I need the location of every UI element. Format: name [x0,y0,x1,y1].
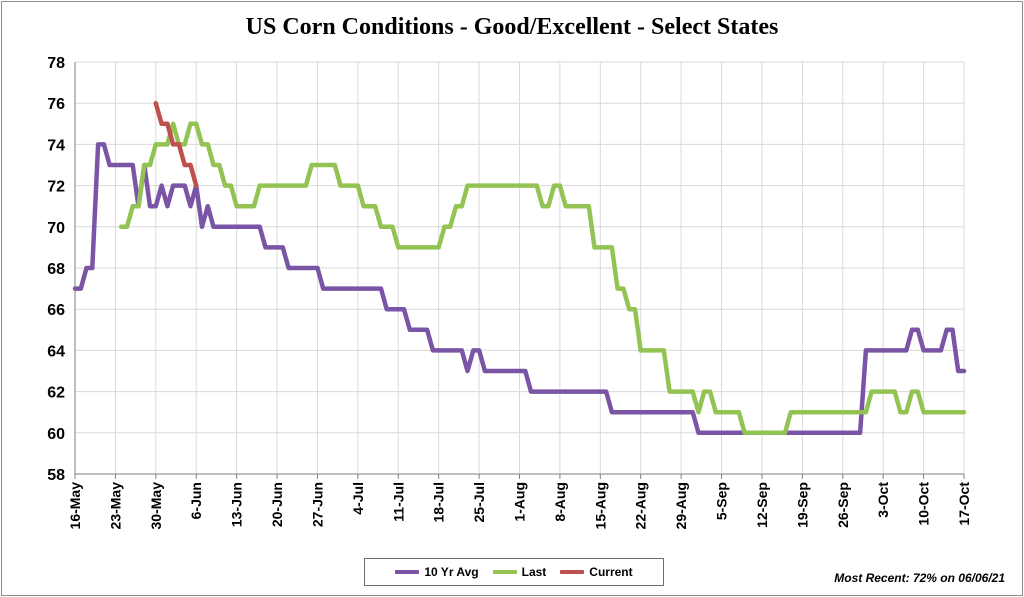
x-tick-label: 25-Jul [471,482,487,522]
legend-swatch-current [560,570,585,574]
legend-swatch-10yr-avg [395,570,420,574]
x-tick-label: 27-Jun [309,482,325,527]
y-tick-label: 78 [47,55,65,72]
legend-item-current: Current [560,565,633,579]
x-tick-label: 5-Sep [714,482,730,520]
y-tick-label: 66 [47,302,65,319]
x-tick-label: 6-Jun [188,482,204,519]
x-tick-label: 22-Aug [633,482,649,529]
y-tick-label: 58 [47,467,65,484]
x-tick-label: 1-Aug [512,482,528,522]
series-line-last [118,121,967,436]
x-tick-label: 12-Sep [754,482,770,528]
y-tick-label: 62 [47,385,65,402]
x-tick-label: 3-Oct [875,482,891,518]
y-tick-label: 74 [47,137,65,154]
y-tick-label: 76 [47,96,65,113]
y-tick-label: 60 [47,426,65,443]
chart-legend: 10 Yr Avg Last Current [364,558,664,586]
y-tick-label: 72 [47,179,65,196]
legend-swatch-last [492,570,517,574]
legend-label-10yr-avg: 10 Yr Avg [424,565,479,579]
x-tick-label: 17-Oct [956,482,972,526]
legend-item-last: Last [492,565,547,579]
y-tick-label: 64 [47,343,65,360]
x-tick-label: 26-Sep [835,482,851,528]
x-tick-label: 15-Aug [592,482,608,529]
x-tick-label: 18-Jul [431,482,447,522]
y-tick-label: 70 [47,220,65,237]
legend-label-last: Last [521,565,547,579]
x-tick-label: 10-Oct [916,482,932,526]
chart-title: US Corn Conditions - Good/Excellent - Se… [245,14,779,40]
x-tick-label: 29-Aug [673,482,689,529]
x-tick-label: 13-Jun [229,482,245,527]
series-line-10-yr-avg [72,142,967,436]
y-tick-label: 68 [47,261,65,278]
legend-item-10yr-avg: 10 Yr Avg [395,565,479,579]
x-tick-label: 8-Aug [552,482,568,522]
legend-label-current: Current [589,565,633,579]
x-tick-label: 19-Sep [794,482,810,528]
x-tick-label: 30-May [148,482,164,530]
most-recent-note: Most Recent: 72% on 06/06/21 [834,571,1005,585]
x-tick-label: 11-Jul [390,482,406,522]
x-tick-label: 4-Jul [350,482,366,515]
x-tick-label: 20-Jun [269,482,285,527]
x-tick-label: 16-May [67,482,83,530]
x-tick-label: 23-May [107,482,123,530]
series-line-current [153,100,199,188]
